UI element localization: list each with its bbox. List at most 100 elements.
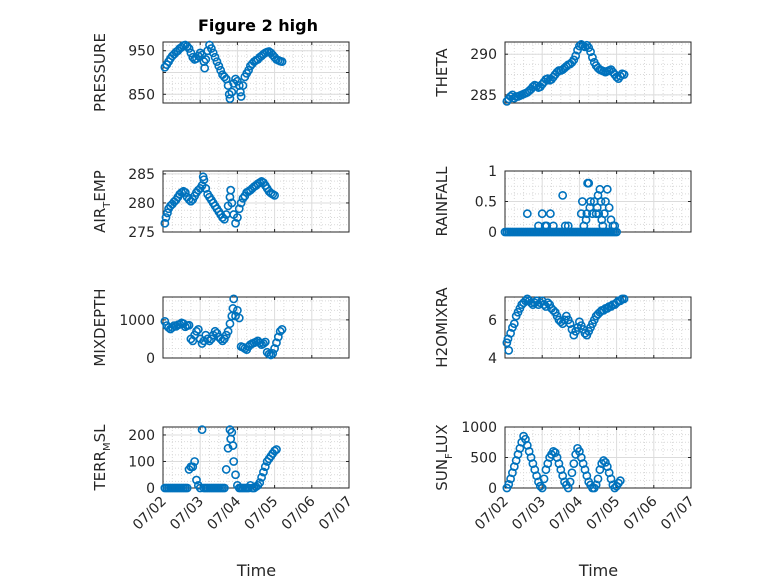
y-axis-label-part: TERR (91, 451, 109, 492)
data-point (188, 462, 198, 472)
data-point (227, 87, 237, 97)
y-tick-label: 1000 (461, 420, 497, 436)
data-point (199, 175, 209, 185)
axes-box (504, 296, 692, 359)
y-axis-label-part: T (102, 201, 113, 209)
data-point (259, 339, 268, 348)
data-point (184, 320, 194, 330)
data-point (604, 203, 614, 212)
data-point (506, 328, 515, 338)
data-point (244, 65, 253, 75)
data-point (190, 457, 200, 466)
data-point (221, 465, 231, 474)
y-tick-label: 280 (128, 196, 155, 212)
data-point (586, 197, 595, 206)
data-point (535, 481, 545, 491)
data-point (537, 483, 547, 493)
data-point (545, 209, 555, 219)
x-tick-label: 07/03 (167, 494, 207, 534)
data-point (599, 209, 609, 219)
x-tick-label: 07/04 (546, 493, 586, 533)
y-tick-label: 4 (488, 351, 497, 367)
y-tick-label: 850 (128, 87, 155, 103)
x-tick-label: 07/07 (658, 494, 698, 534)
data-point (270, 446, 279, 456)
data-point (236, 198, 246, 208)
data-point (558, 190, 568, 200)
x-axis-label: Time (236, 561, 276, 580)
data-point (565, 477, 575, 487)
data-point (234, 313, 244, 323)
y-axis-label-part: PRESSURE (91, 33, 109, 112)
data-point (228, 441, 238, 450)
data-point (599, 456, 608, 465)
data-point (563, 221, 573, 231)
data-point (584, 178, 594, 188)
data-point (200, 63, 210, 73)
x-tick-label: 07/02 (472, 494, 512, 534)
data-point (228, 304, 238, 313)
data-point (184, 44, 194, 53)
data-point (560, 221, 570, 231)
data-point (234, 204, 244, 214)
y-tick-label: 0 (146, 351, 155, 367)
data-point (160, 316, 170, 326)
y-tick-label: 285 (470, 88, 497, 104)
data-point (212, 57, 222, 67)
x-tick-label: 07/02 (130, 494, 170, 534)
data-point (588, 53, 597, 62)
data-point (602, 184, 612, 194)
data-point (569, 459, 579, 468)
data-point (619, 70, 629, 79)
data-point (576, 209, 586, 219)
data-point (214, 61, 224, 71)
data-point (567, 468, 577, 478)
data-point (275, 326, 285, 336)
data-point (260, 462, 270, 472)
data-point (550, 448, 560, 458)
y-tick-label: 6 (488, 313, 497, 329)
panel-terr-msl: 0 100 200 TERRMSL 07/0207/0307/0407/0507/060… (91, 424, 356, 580)
y-tick-label: 285 (128, 167, 155, 183)
data-point (219, 72, 229, 82)
x-axis-label: Time (578, 561, 618, 580)
data-point (273, 332, 283, 342)
data-point (193, 325, 203, 334)
data-point (601, 197, 610, 206)
y-axis-label-part: H2OMIXRA (433, 287, 451, 368)
data-point (598, 221, 608, 231)
data-point (270, 190, 279, 200)
y-tick-label: 0.5 (475, 195, 497, 211)
data-point (229, 457, 239, 466)
data-point (266, 350, 276, 360)
data-point (219, 214, 229, 224)
data-point (197, 425, 207, 435)
data-point (581, 215, 591, 225)
data-point (163, 208, 172, 218)
data-point (272, 338, 281, 348)
data-point (259, 467, 268, 477)
data-point (592, 203, 602, 212)
data-point (210, 52, 220, 62)
y-tick-label: 100 (128, 454, 155, 470)
y-axis-label-part: SL (91, 424, 109, 443)
data-point (231, 218, 240, 228)
data-point (521, 296, 530, 306)
data-point (260, 337, 270, 347)
y-axis-label: SUNFLUX (433, 424, 455, 490)
panel-theta: 285 290 THETA (433, 40, 692, 106)
y-tick-label: 0 (488, 225, 497, 241)
y-axis-label-part: THETA (433, 48, 451, 98)
data-point (236, 92, 246, 101)
data-point (161, 213, 171, 222)
data-point (543, 74, 553, 83)
y-tick-label: 0 (488, 481, 497, 497)
data-point (277, 325, 287, 334)
panel-sun-flux: 0 500 1000 SUNFLUX 07/0207/0307/0407/0507/06… (433, 420, 698, 580)
data-point (182, 41, 192, 51)
panel-pressure: 850 950 PRESSURE (91, 33, 350, 112)
data-point (548, 221, 558, 231)
data-point (619, 294, 629, 304)
data-point (601, 457, 610, 467)
